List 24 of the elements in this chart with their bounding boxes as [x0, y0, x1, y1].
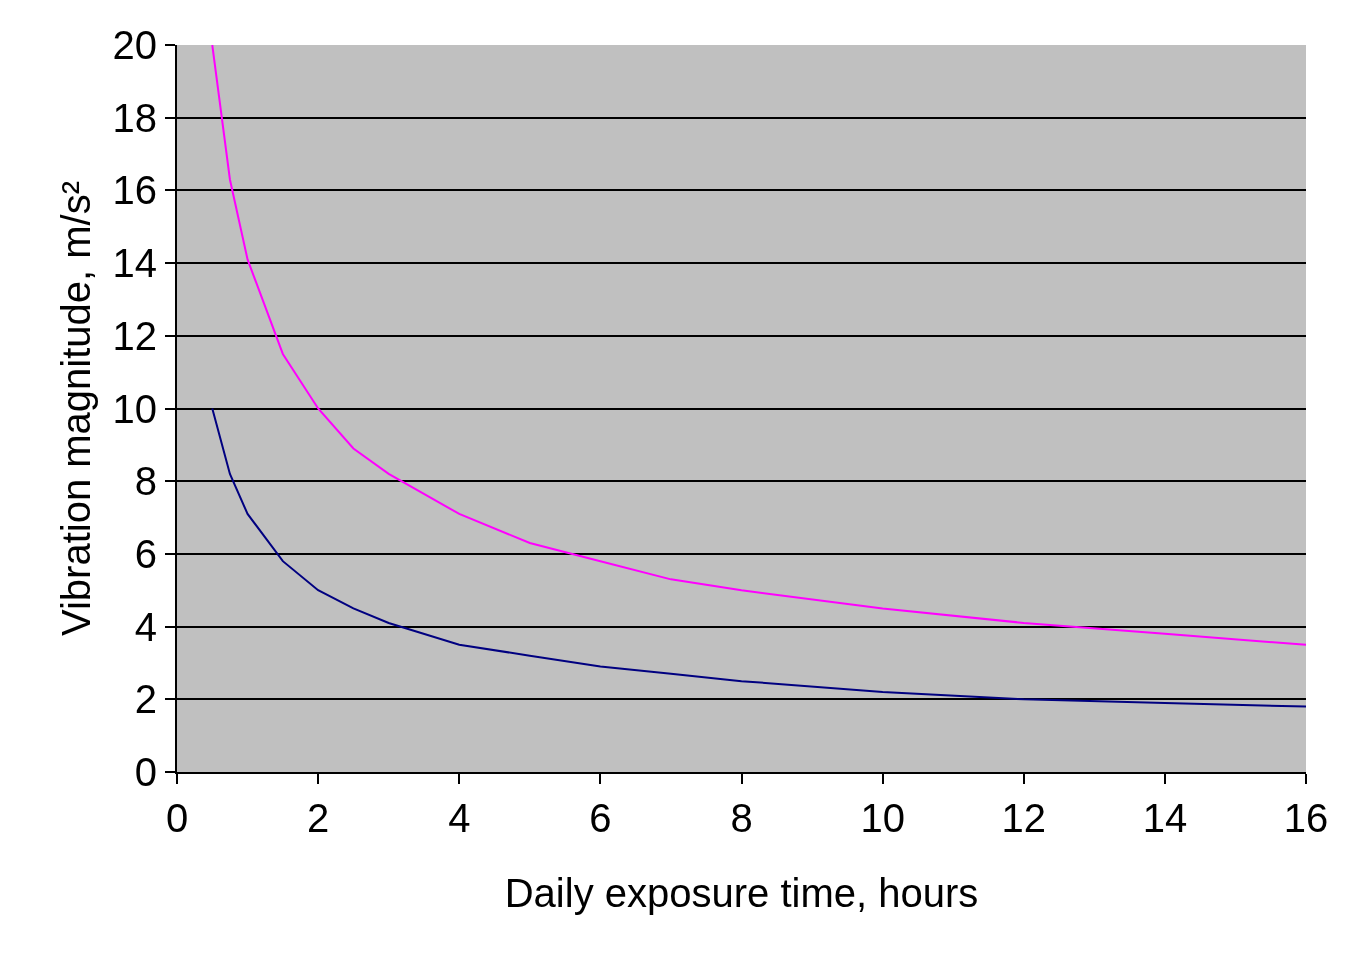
- x-tick-label: 6: [589, 796, 612, 840]
- y-tick-label: 6: [134, 531, 157, 576]
- y-tick-label: 20: [112, 23, 157, 67]
- x-tick-label: 16: [1283, 796, 1329, 840]
- y-axis-title: Vibration magnitude, m/s²: [53, 180, 98, 637]
- line-series: [211, 407, 1306, 708]
- x-tick-label: 12: [1001, 796, 1046, 840]
- x-tick-label: 4: [448, 796, 471, 840]
- x-tick-label: 8: [730, 796, 753, 840]
- y-tick-label: 16: [112, 168, 157, 213]
- y-tick-label: 2: [134, 677, 157, 722]
- y-tick-label: 10: [112, 386, 157, 431]
- x-tick-label: 14: [1142, 796, 1188, 840]
- line-series: [211, 45, 1306, 646]
- y-tick-label: 8: [134, 459, 157, 504]
- y-tick-label: 4: [134, 604, 157, 649]
- x-tick-label: 10: [860, 796, 905, 840]
- y-tick-label: 18: [112, 95, 157, 140]
- x-tick-label: 0: [165, 796, 189, 840]
- y-tick-label: 12: [112, 313, 157, 358]
- y-tick-label: 0: [134, 750, 157, 794]
- x-tick-label: 2: [307, 796, 330, 840]
- x-axis-title: Daily exposure time, hours: [504, 871, 979, 915]
- y-tick-label: 14: [112, 241, 157, 286]
